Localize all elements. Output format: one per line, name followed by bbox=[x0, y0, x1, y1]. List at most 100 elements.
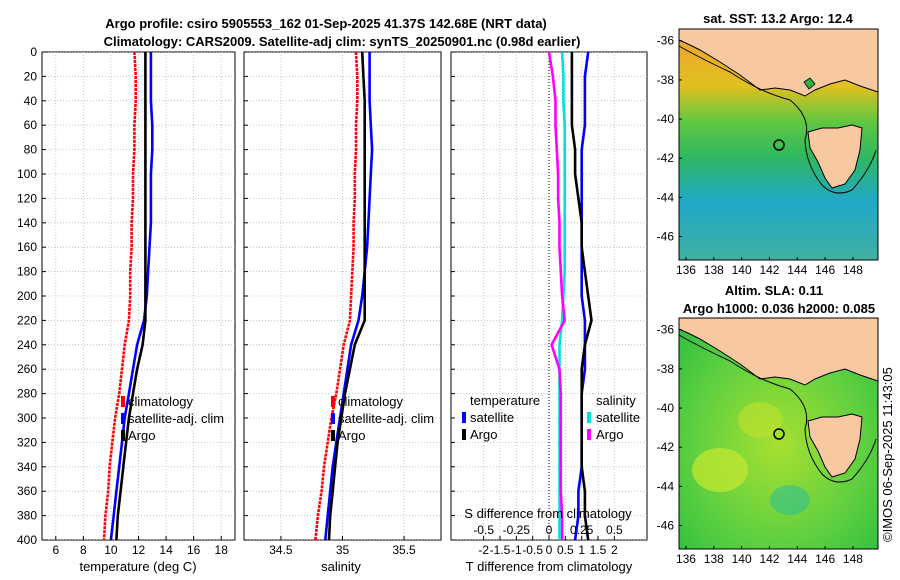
legend-label-sal-satellite: satellite bbox=[596, 410, 640, 425]
sst-map bbox=[678, 28, 879, 261]
x-tick-label: 16 bbox=[187, 543, 201, 557]
series-line-climatology bbox=[314, 52, 359, 540]
difference-lines bbox=[547, 52, 593, 540]
sla-map-frame bbox=[678, 317, 879, 550]
legend-swatch-climatology bbox=[331, 396, 335, 407]
sla-blob bbox=[692, 448, 748, 492]
y-tick-label: 140 bbox=[17, 216, 37, 230]
series-line-salinity-argo bbox=[547, 52, 567, 540]
difference-xlabel: T difference from climatology bbox=[466, 559, 633, 574]
map-x-tick-label: 136 bbox=[676, 552, 696, 566]
map-y-tick-label: -46 bbox=[657, 230, 675, 244]
title-line1: Argo profile: csiro 5905553_162 01-Sep-2… bbox=[105, 16, 547, 31]
legend-label-temp-argo: Argo bbox=[470, 427, 497, 442]
temperature-legend: climatology satellite-adj. clim Argo bbox=[121, 394, 224, 443]
y-tick-label: 260 bbox=[17, 362, 37, 376]
sst-island bbox=[803, 77, 816, 90]
y-tick-label: 80 bbox=[24, 143, 38, 157]
difference-legend: temperature satellite Argo salinity sate… bbox=[462, 393, 640, 442]
sst-float-marker bbox=[773, 139, 785, 151]
legend-label-climatology: climatology bbox=[128, 394, 194, 409]
series-line-climatology bbox=[102, 52, 137, 540]
legend-label-argo: Argo bbox=[338, 428, 365, 443]
sst-map-frame bbox=[678, 28, 879, 261]
sla-mainland bbox=[678, 317, 879, 386]
salinity-grid bbox=[244, 52, 441, 540]
map-x-tick-label: 142 bbox=[759, 263, 779, 277]
difference-xlabel-top: S difference from climatology bbox=[464, 506, 632, 521]
y-tick-label: 340 bbox=[17, 460, 37, 474]
y-tick-label: 360 bbox=[17, 484, 37, 498]
series-line-argo bbox=[115, 52, 147, 540]
x-tick-label: 18 bbox=[215, 543, 229, 557]
legend-swatch-satellite bbox=[121, 413, 125, 424]
y-tick-label: 400 bbox=[17, 533, 37, 547]
x-tick-label: 0 bbox=[546, 543, 553, 557]
x-tick-label: 35 bbox=[336, 543, 350, 557]
x-tick-label: 1 bbox=[578, 543, 585, 557]
map-x-tick-label: 146 bbox=[815, 552, 835, 566]
sla-map-title-line2: Argo h1000: 0.036 h2000: 0.085 bbox=[683, 301, 875, 316]
legend-swatch-satellite bbox=[331, 413, 335, 424]
sla-map-title-line1: Altim. SLA: 0.11 bbox=[725, 283, 823, 298]
y-tick-label: 60 bbox=[24, 118, 38, 132]
sst-ticks: 136 138 140 142 144 146 148 -36 -38 -40 -42 -44 -46 bbox=[657, 34, 864, 277]
legend-label-sal-argo: Argo bbox=[596, 427, 623, 442]
x-tick-label: 6 bbox=[52, 543, 59, 557]
x-tick-label: -2 bbox=[478, 543, 489, 557]
legend-label-satellite: satellite-adj. clim bbox=[128, 411, 224, 426]
legend-label-satellite: satellite-adj. clim bbox=[338, 411, 434, 426]
y-tick-label: 40 bbox=[24, 94, 38, 108]
legend-title-temperature: temperature bbox=[470, 393, 540, 408]
legend-swatch-climatology bbox=[121, 396, 125, 407]
sla-blob bbox=[770, 485, 810, 515]
y-tick-label: 160 bbox=[17, 240, 37, 254]
x-tick-label: 10 bbox=[104, 543, 118, 557]
map-y-tick-label: -38 bbox=[657, 362, 675, 376]
map-x-tick-label: 144 bbox=[787, 552, 807, 566]
top-tick-label: 0 bbox=[546, 523, 553, 537]
legend-swatch-temp-satellite bbox=[462, 412, 466, 423]
legend-swatch-argo bbox=[121, 430, 125, 441]
y-tick-label: 280 bbox=[17, 387, 37, 401]
map-x-tick-label: 138 bbox=[704, 263, 724, 277]
series-line-satellite-adj-clim bbox=[109, 52, 154, 540]
map-x-tick-label: 140 bbox=[732, 263, 752, 277]
x-tick-label: -1 bbox=[511, 543, 522, 557]
sla-blob bbox=[738, 402, 782, 438]
salinity-xlabel: salinity bbox=[321, 559, 361, 574]
series-line-satellite-adj-clim bbox=[324, 52, 374, 540]
salinity-ticks: 34.5 35 35.5 bbox=[244, 51, 416, 557]
map-x-tick-label: 146 bbox=[815, 263, 835, 277]
salinity-legend: climatology satellite-adj. clim Argo bbox=[331, 394, 434, 443]
x-tick-label: -1.5 bbox=[490, 543, 511, 557]
legend-swatch-temp-argo bbox=[462, 429, 466, 440]
map-x-tick-label: 144 bbox=[787, 263, 807, 277]
x-tick-label: 1.5 bbox=[590, 543, 607, 557]
difference-ticks: -2 -1.5 -1 -0.5 0 0.5 1 1.5 2-0.5 -0.25 0 0.25 0.5 bbox=[451, 51, 623, 557]
watermark: ©IMOS 06-Sep-2025 11:43:05 bbox=[880, 367, 895, 542]
temperature-grid bbox=[42, 52, 235, 540]
y-tick-label: 120 bbox=[17, 191, 37, 205]
top-tick-label: -0.25 bbox=[503, 523, 531, 537]
sst-map-title: sat. SST: 13.2 Argo: 12.4 bbox=[703, 11, 854, 26]
y-tick-label: 320 bbox=[17, 435, 37, 449]
map-y-tick-label: -42 bbox=[657, 151, 675, 165]
map-y-tick-label: -42 bbox=[657, 440, 675, 454]
sla-tasmania bbox=[807, 413, 863, 478]
temperature-ticks: 0 20 40 60 80 100 120 140 160 180 200 220 240 260 280 3… bbox=[17, 45, 228, 557]
sst-mainland bbox=[678, 28, 879, 97]
legend-label-temp-satellite: satellite bbox=[470, 410, 514, 425]
y-tick-label: 20 bbox=[24, 69, 38, 83]
map-y-tick-label: -44 bbox=[657, 190, 675, 204]
temperature-xlabel: temperature (deg C) bbox=[79, 559, 196, 574]
map-x-tick-label: 140 bbox=[732, 552, 752, 566]
map-y-tick-label: -36 bbox=[657, 323, 675, 337]
top-tick-label: 0.25 bbox=[570, 523, 594, 537]
map-y-tick-label: -38 bbox=[657, 73, 675, 87]
y-tick-label: 0 bbox=[30, 45, 37, 59]
sla-shelf-contour bbox=[678, 334, 877, 483]
map-x-tick-label: 148 bbox=[843, 263, 863, 277]
sst-shelf-contour bbox=[678, 45, 877, 194]
